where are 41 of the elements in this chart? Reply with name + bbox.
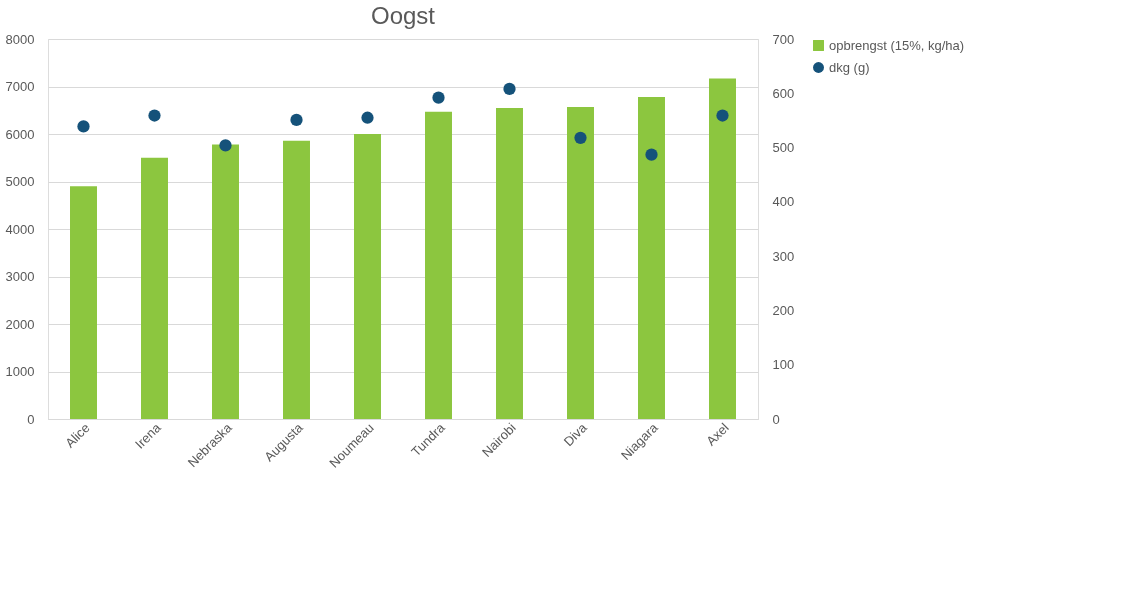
bar bbox=[567, 106, 594, 419]
bar bbox=[283, 140, 310, 419]
y-tick-label: 5000 bbox=[5, 174, 35, 189]
y-tick-label: 4000 bbox=[5, 221, 35, 237]
legend-label: opbrengst (15%, kg/ha) bbox=[829, 37, 965, 53]
y-tick-label: 0 bbox=[27, 411, 35, 427]
y2-tick-label: 0 bbox=[772, 411, 780, 427]
bar bbox=[496, 107, 523, 419]
y-tick-label: 1000 bbox=[5, 364, 35, 379]
bar bbox=[425, 111, 452, 419]
y-tick-label: 2000 bbox=[5, 316, 35, 332]
y2-tick-label: 600 bbox=[772, 85, 795, 101]
y-tick-label: 3000 bbox=[5, 269, 35, 284]
y2-tick-label: 700 bbox=[772, 31, 795, 47]
y-tick-label: 8000 bbox=[5, 31, 35, 47]
y2-tick-label: 400 bbox=[772, 194, 795, 210]
bar bbox=[354, 134, 381, 419]
bar bbox=[709, 78, 736, 419]
point bbox=[361, 111, 374, 124]
point bbox=[574, 131, 587, 144]
legend-label: dkg (g) bbox=[829, 59, 870, 75]
bar bbox=[141, 157, 168, 419]
point bbox=[290, 113, 303, 126]
point bbox=[148, 109, 161, 122]
chart-title: Oogst bbox=[370, 2, 436, 29]
y2-tick-label: 300 bbox=[772, 248, 795, 264]
x-tick-label: Diva bbox=[560, 419, 591, 450]
bar bbox=[638, 96, 665, 419]
point bbox=[645, 148, 658, 161]
point bbox=[503, 82, 516, 96]
y-tick-label: 6000 bbox=[5, 126, 35, 142]
y-tick-label: 7000 bbox=[5, 79, 35, 94]
point bbox=[716, 109, 729, 122]
bar bbox=[70, 186, 97, 419]
bar bbox=[212, 144, 239, 419]
point bbox=[219, 139, 232, 152]
y2-tick-label: 200 bbox=[772, 302, 795, 318]
point bbox=[432, 91, 445, 104]
point bbox=[77, 120, 90, 133]
y2-tick-label: 500 bbox=[772, 140, 795, 156]
y2-tick-label: 100 bbox=[772, 357, 795, 373]
